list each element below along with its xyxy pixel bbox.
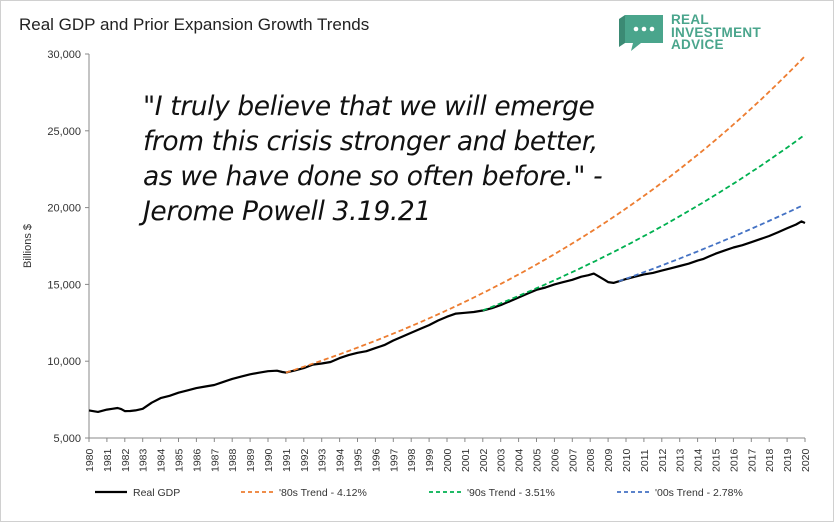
legend-label-0: Real GDP (133, 487, 180, 499)
y-tick-label: 20,000 (47, 203, 81, 215)
logo-line-3: ADVICE (671, 37, 724, 52)
quote-annotation: "I truly believe that we will emerge fro… (143, 89, 623, 229)
x-tick-label: 1983 (138, 448, 150, 472)
x-tick-label: 1997 (388, 448, 400, 472)
x-tick-label: 1991 (281, 448, 293, 472)
x-tick-label: 2010 (621, 448, 633, 472)
x-tick-label: 1987 (209, 448, 221, 472)
chart-axes: 5,000 10,000 15,000 20,000 25,000 30,000 Billi… (22, 49, 812, 472)
legend-label-2: '90s Trend - 3.51% (467, 487, 555, 499)
x-tick-label: 2001 (460, 448, 472, 472)
legend-label-3: '00s Trend - 2.78% (655, 487, 743, 499)
x-tick-label: 2011 (639, 449, 651, 472)
legend-label-1: '80s Trend - 4.12% (279, 487, 367, 499)
x-tick-label: 2005 (532, 448, 544, 472)
x-tick-label: 2004 (514, 448, 526, 472)
x-tick-label: 1992 (299, 448, 311, 472)
logo-chat-icon (619, 15, 663, 51)
series-line-0 (88, 220, 806, 413)
x-tick-label: 1995 (353, 448, 365, 472)
x-tick-label: 2014 (693, 448, 705, 472)
quote-line-2: from this crisis stronger and better, (143, 126, 598, 157)
x-tick-label: 2019 (782, 448, 794, 472)
x-tick-label: 2016 (728, 448, 740, 472)
logo-line-1: REAL (671, 12, 709, 27)
x-tick-label: 2006 (549, 448, 561, 472)
quote-line-1: "I truly believe that we will emerge (143, 91, 595, 122)
x-tick-label: 1994 (335, 448, 347, 472)
y-tick-label: 30,000 (47, 49, 81, 61)
x-tick-label: 2012 (657, 448, 669, 472)
x-tick-label: 1981 (102, 448, 114, 472)
chart-title: Real GDP and Prior Expansion Growth Tren… (19, 15, 370, 34)
x-tick-label: 2000 (442, 448, 454, 472)
x-tick-label: 1982 (120, 448, 132, 472)
quote-line-3: as we have done so often before." - (143, 161, 603, 192)
chart-lines (88, 55, 806, 413)
x-tick-label: 1986 (191, 448, 203, 472)
x-tick-label: 2015 (711, 448, 723, 472)
x-tick-label: 2003 (496, 448, 508, 472)
series-line-1 (285, 55, 806, 374)
series-line-3 (618, 204, 803, 283)
x-tick-label: 2020 (800, 448, 812, 472)
x-tick-label: 2008 (585, 448, 597, 472)
y-tick-label: 15,000 (47, 279, 81, 291)
x-tick-label: 2009 (603, 448, 615, 472)
x-tick-label: 1989 (245, 448, 257, 472)
x-tick-label: 2002 (478, 448, 490, 472)
x-tick-label: 1999 (424, 448, 436, 472)
x-tick-label: 1993 (317, 448, 329, 472)
x-tick-label: 2017 (746, 448, 758, 472)
x-tick-label: 1990 (263, 448, 275, 472)
y-tick-label: 25,000 (47, 126, 81, 138)
logo-line-2: INVESTMENT (671, 24, 762, 40)
x-tick-label: 1988 (227, 448, 239, 472)
x-tick-label: 1998 (406, 448, 418, 472)
x-tick-label: 2007 (567, 448, 579, 472)
series-line-2 (482, 133, 806, 312)
x-tick-label: 1984 (156, 448, 168, 472)
x-tick-label: 1996 (370, 448, 382, 472)
chart-legend: Real GDP '80s Trend - 4.12% '90s Trend - 3… (95, 487, 743, 499)
quote-line-4: Jerome Powell 3.19.21 (143, 196, 431, 227)
y-axis-label: Billions $ (22, 224, 34, 268)
x-tick-label: 2018 (764, 448, 776, 472)
x-tick-label: 2013 (675, 448, 687, 472)
y-tick-label: 5,000 (53, 433, 81, 445)
x-tick-label: 1985 (174, 448, 186, 472)
x-tick-label: 1980 (84, 448, 96, 472)
logo-wordmark: REAL INVESTMENT ADVICE (671, 12, 762, 52)
brand-logo: REAL INVESTMENT ADVICE (619, 13, 789, 53)
y-tick-label: 10,000 (47, 356, 81, 368)
